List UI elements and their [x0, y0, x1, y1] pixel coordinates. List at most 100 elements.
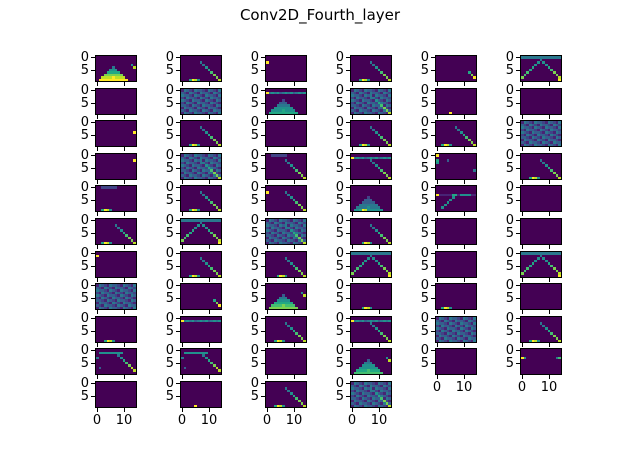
x-tick-mark — [437, 82, 438, 86]
x-tick-mark — [182, 278, 183, 282]
x-tick-label: 0 — [517, 380, 527, 395]
y-tick-mark — [91, 331, 95, 332]
x-tick-mark — [379, 310, 380, 314]
y-tick-label: 5 — [420, 96, 429, 111]
y-tick-label: 0 — [335, 83, 344, 98]
y-tick-label: 5 — [80, 96, 89, 111]
feature-map-panel — [350, 120, 392, 147]
y-tick-label: 5 — [80, 128, 89, 143]
x-tick-mark — [182, 310, 183, 314]
y-tick-mark — [346, 187, 350, 188]
x-tick-mark — [437, 115, 438, 119]
x-tick-mark — [209, 212, 210, 216]
feature-map-panel — [180, 283, 222, 310]
y-tick-mark — [91, 383, 95, 384]
y-tick-label: 5 — [420, 128, 429, 143]
y-tick-label: 0 — [505, 311, 514, 326]
x-tick-mark — [549, 278, 550, 282]
y-tick-mark — [516, 155, 520, 156]
feature-map-panel — [95, 185, 137, 212]
y-tick-mark — [516, 220, 520, 221]
y-tick-label: 5 — [250, 161, 259, 176]
x-tick-mark — [124, 212, 125, 216]
y-tick-label: 5 — [250, 193, 259, 208]
y-tick-label: 5 — [80, 324, 89, 339]
y-tick-label: 5 — [335, 356, 344, 371]
y-tick-label: 0 — [505, 246, 514, 261]
y-tick-label: 5 — [250, 128, 259, 143]
x-tick-mark — [464, 310, 465, 314]
y-tick-mark — [176, 220, 180, 221]
y-tick-label: 5 — [420, 161, 429, 176]
x-tick-mark — [267, 408, 268, 412]
y-tick-mark — [516, 103, 520, 104]
y-tick-label: 5 — [335, 324, 344, 339]
y-tick-mark — [431, 266, 435, 267]
y-tick-mark — [176, 103, 180, 104]
x-tick-mark — [294, 343, 295, 347]
y-tick-label: 0 — [420, 148, 429, 163]
feature-map-panel — [435, 316, 477, 343]
x-tick-mark — [294, 180, 295, 184]
y-tick-mark — [91, 220, 95, 221]
y-tick-label: 0 — [165, 213, 174, 228]
x-tick-mark — [97, 375, 98, 379]
feature-map-panel — [435, 251, 477, 278]
y-tick-mark — [516, 285, 520, 286]
y-tick-label: 0 — [80, 50, 89, 65]
feature-map-panel — [265, 251, 307, 278]
y-tick-label: 0 — [420, 213, 429, 228]
y-tick-mark — [431, 70, 435, 71]
y-tick-label: 0 — [420, 115, 429, 130]
x-tick-mark — [352, 147, 353, 151]
y-tick-mark — [346, 383, 350, 384]
x-tick-mark — [294, 212, 295, 216]
x-tick-mark — [182, 245, 183, 249]
x-tick-mark — [97, 343, 98, 347]
y-tick-label: 0 — [80, 115, 89, 130]
x-tick-mark — [267, 375, 268, 379]
y-tick-mark — [261, 318, 265, 319]
x-tick-mark — [182, 180, 183, 184]
y-tick-label: 0 — [420, 311, 429, 326]
x-tick-mark — [267, 115, 268, 119]
x-tick-label: 10 — [455, 380, 473, 395]
feature-map-panel — [350, 251, 392, 278]
x-tick-label: 10 — [370, 413, 388, 428]
x-tick-mark — [352, 343, 353, 347]
x-tick-mark — [522, 212, 523, 216]
feature-map-panel — [180, 120, 222, 147]
y-tick-mark — [431, 57, 435, 58]
y-tick-label: 5 — [165, 128, 174, 143]
x-tick-mark — [124, 115, 125, 119]
x-tick-mark — [294, 115, 295, 119]
x-tick-mark — [437, 147, 438, 151]
y-tick-label: 0 — [80, 213, 89, 228]
y-tick-label: 0 — [165, 376, 174, 391]
y-tick-label: 5 — [335, 96, 344, 111]
y-tick-mark — [431, 103, 435, 104]
x-tick-mark — [549, 245, 550, 249]
y-tick-label: 5 — [420, 226, 429, 241]
y-tick-label: 5 — [80, 291, 89, 306]
y-tick-label: 5 — [165, 291, 174, 306]
x-tick-mark — [549, 180, 550, 184]
x-tick-mark — [124, 278, 125, 282]
y-tick-mark — [261, 122, 265, 123]
x-tick-label: 10 — [200, 413, 218, 428]
feature-map-panel — [95, 120, 137, 147]
x-tick-mark — [267, 147, 268, 151]
feature-map-panel — [265, 88, 307, 115]
x-tick-mark — [267, 82, 268, 86]
y-tick-mark — [431, 350, 435, 351]
y-tick-label: 0 — [505, 180, 514, 195]
x-tick-mark — [437, 278, 438, 282]
y-tick-label: 0 — [80, 83, 89, 98]
y-tick-mark — [346, 331, 350, 332]
y-tick-mark — [261, 233, 265, 234]
y-tick-label: 5 — [420, 356, 429, 371]
y-tick-mark — [176, 253, 180, 254]
x-tick-mark — [209, 147, 210, 151]
feature-map-panel — [350, 316, 392, 343]
y-tick-label: 0 — [250, 246, 259, 261]
